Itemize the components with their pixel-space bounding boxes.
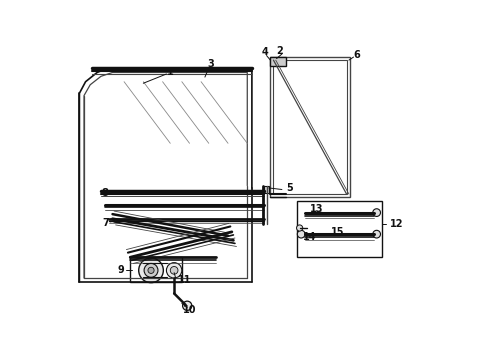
Text: 2: 2 [276,46,283,56]
Text: 10: 10 [183,305,196,315]
Text: 15: 15 [331,227,345,237]
Text: 11: 11 [178,275,192,285]
Circle shape [144,264,158,277]
Circle shape [297,230,305,238]
Circle shape [373,209,381,216]
Polygon shape [264,186,269,193]
Circle shape [139,258,163,283]
Circle shape [296,225,303,231]
Text: 3: 3 [207,59,214,69]
Circle shape [171,266,178,274]
Text: 6: 6 [353,50,360,60]
Text: 8: 8 [101,188,108,198]
Circle shape [148,267,154,274]
Text: 7: 7 [102,219,109,228]
Text: 12: 12 [390,219,403,229]
Text: 4: 4 [262,48,269,58]
Text: 13: 13 [311,204,324,214]
Text: 14: 14 [303,232,316,242]
Text: 9: 9 [118,265,124,275]
Text: 1: 1 [167,67,173,77]
Circle shape [167,263,182,278]
Circle shape [183,301,192,310]
Polygon shape [270,57,286,66]
Circle shape [373,230,381,238]
Text: 5: 5 [286,183,293,193]
